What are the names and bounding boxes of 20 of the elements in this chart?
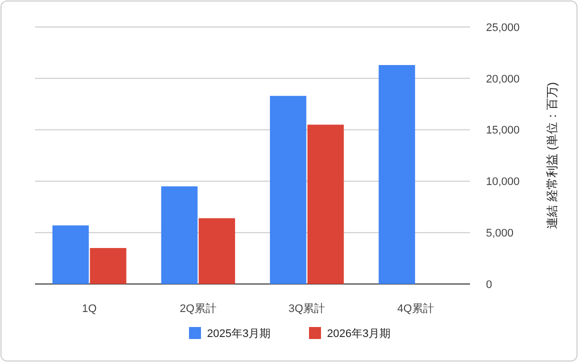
y-tick-label: 5,000 (486, 227, 514, 240)
bar (378, 65, 416, 284)
y-tick-label: 25,000 (486, 22, 520, 34)
bar (90, 248, 126, 284)
y-tick-label: 15,000 (486, 124, 520, 137)
x-tick-label: 1Q (82, 303, 98, 315)
bar (307, 124, 344, 284)
y-tick-label: 10,000 (486, 176, 520, 188)
y-tick-label: 20,000 (486, 73, 520, 86)
bar (198, 218, 236, 284)
y-tick-label: 0 (486, 278, 492, 291)
x-tick-label: 2Q累計 (180, 302, 216, 315)
y-axis-title: 連結 経常利益 (単位：百万) (545, 82, 559, 229)
legend-label: 2025年3月期 (207, 328, 271, 340)
bar (161, 186, 198, 284)
x-tick-label: 3Q累計 (288, 302, 326, 315)
bar (52, 225, 89, 284)
bar (270, 96, 306, 284)
x-tick-label: 4Q累計 (397, 302, 434, 315)
legend-label: 2026年3月期 (327, 328, 391, 340)
